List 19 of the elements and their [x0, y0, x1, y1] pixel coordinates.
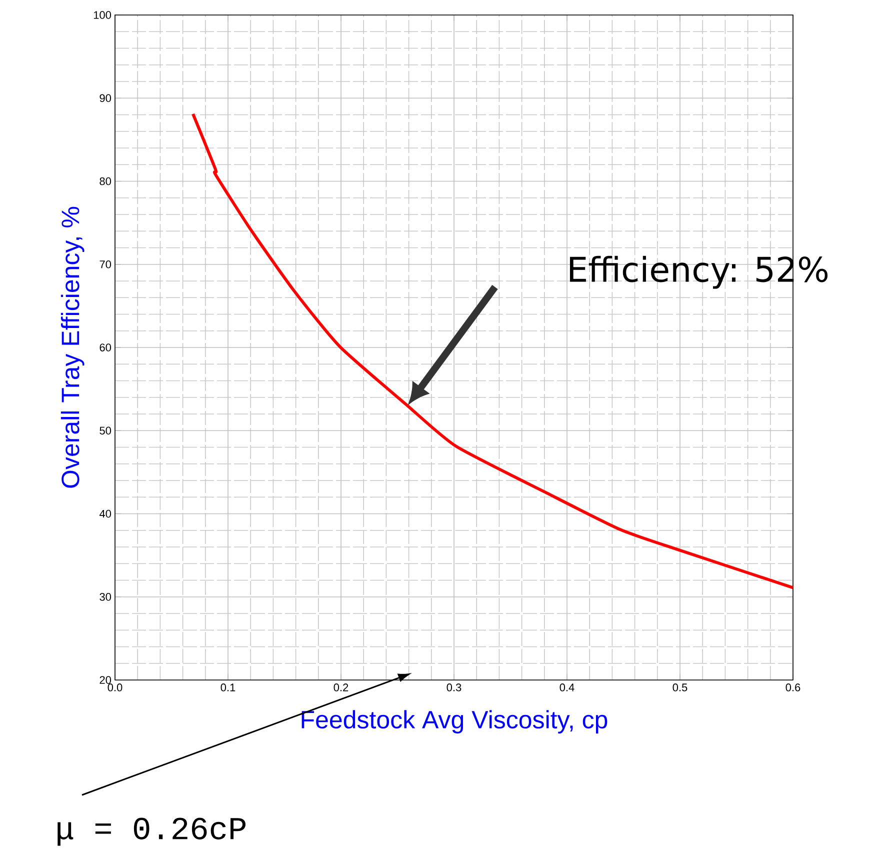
- x-axis-title: Feedstock Avg Viscosity, cp: [302, 710, 608, 734]
- x-tick-label: 0.2: [334, 684, 348, 692]
- x-tick-label: 0.5: [672, 684, 688, 692]
- y-tick-label: 90: [100, 94, 112, 102]
- y-tick-label: 40: [99, 510, 112, 518]
- x-tick-label: 0.0: [108, 684, 122, 692]
- y-tick-label: 30: [100, 592, 112, 601]
- y-tick-label: 50: [100, 426, 112, 435]
- x-tick-label: 0.1: [220, 684, 236, 692]
- y-tick-label: 70: [100, 260, 112, 268]
- y-tick-label: 100: [94, 11, 112, 19]
- y-tick-label: 60: [100, 344, 112, 352]
- x-tick-label: 0.4: [560, 684, 574, 692]
- text: μ = 0.26cP: [58, 818, 246, 846]
- y-axis-title: Overall Tray Efficiency, %: [60, 206, 84, 488]
- y-tick-label: 20: [100, 676, 112, 684]
- x-tick-label: 0.3: [446, 684, 462, 692]
- y-tick-label: 80: [100, 177, 112, 186]
- x-tick-label: 0.6: [786, 684, 800, 692]
